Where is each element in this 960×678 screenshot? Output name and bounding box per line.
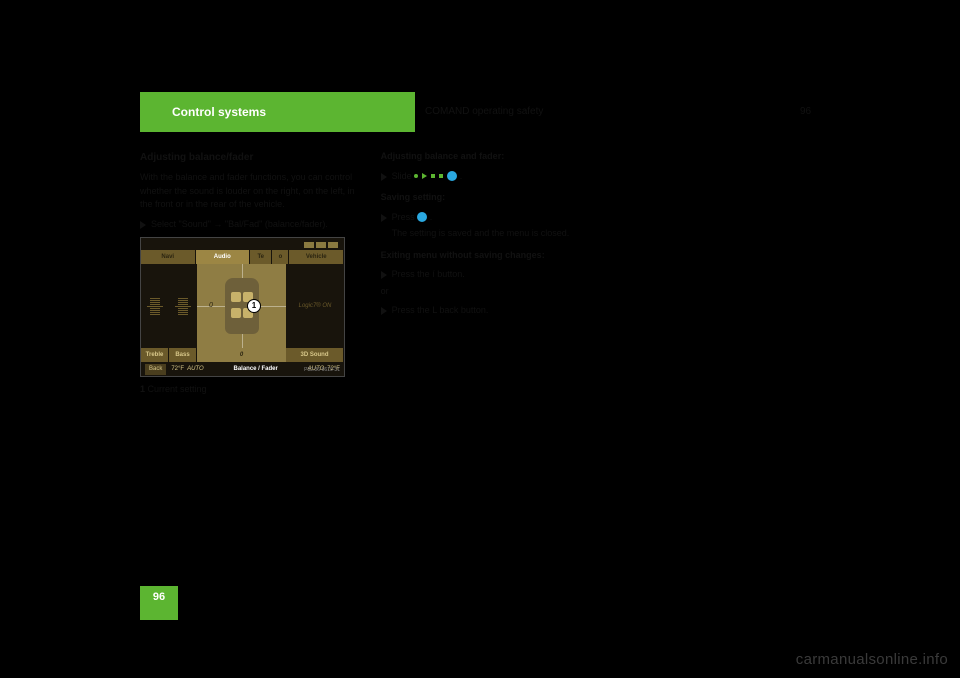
screenshot-tabs: Navi Audio Te o Vehicle — [141, 250, 344, 264]
page-number: 96 — [153, 591, 165, 603]
triangle-bullet-icon — [381, 271, 387, 279]
content-columns: Adjusting balance/fader With the balance… — [140, 150, 840, 403]
screenshot-mid: 0 1 Logic7® ON — [141, 264, 344, 348]
figure-caption: 1 Current setting — [140, 383, 359, 397]
step-item: Select "Sound" → "Bal/Fad" (balance/fade… — [140, 218, 359, 232]
zero-label-left: 0 — [209, 301, 213, 312]
controller-knob-icon — [447, 171, 457, 181]
logic7-label: Logic7® ON — [286, 264, 344, 348]
tab-vehicle: Vehicle — [289, 250, 344, 264]
section-header-bar: Control systems — [140, 92, 415, 132]
caption-text: Current setting — [148, 384, 207, 394]
temp-left: 72°F — [171, 365, 184, 374]
step-item: Slide . — [381, 170, 600, 184]
watermark: carmanualsonline.info — [796, 651, 948, 668]
or-label: or — [381, 285, 600, 299]
caption-number: 1 — [140, 384, 145, 394]
subsection-label: COMAND operating safety — [425, 106, 543, 117]
manual-page: Control systems COMAND operating safety … — [140, 70, 840, 620]
balance-fader-map: 0 1 — [197, 264, 286, 348]
triangle-bullet-icon — [381, 214, 387, 222]
balance-fader-label: Balance / Fader — [233, 365, 277, 374]
btn-3dsound: 3D Sound — [286, 348, 344, 362]
tab-tel: Te — [250, 250, 272, 264]
paragraph: The setting is saved and the menu is clo… — [392, 227, 600, 241]
triangle-bullet-icon — [381, 307, 387, 315]
image-ref: P82.86-6610-31 — [304, 367, 340, 375]
step-text: Slide . — [392, 170, 463, 184]
step-item: Press . — [381, 211, 600, 225]
triangle-bullet-icon — [140, 221, 146, 229]
step-text: Press the í button. — [392, 268, 465, 282]
back-label: Back — [145, 364, 166, 375]
step-text: Press the L back button. — [392, 304, 489, 318]
tab-audio: Audio — [196, 250, 251, 264]
tab-video: o — [272, 250, 289, 264]
step-item: Press the L back button. — [381, 304, 600, 318]
signal-icon — [304, 242, 338, 248]
paragraph: With the balance and fader functions, yo… — [140, 171, 359, 212]
triangle-bullet-icon — [381, 173, 387, 181]
zero-label-bottom: 0 — [197, 348, 286, 362]
heading-balance-fader: Adjusting balance/fader — [140, 150, 359, 165]
page-number-top: 96 — [800, 106, 811, 117]
step-text: Select "Sound" → "Bal/Fad" (balance/fade… — [151, 218, 328, 232]
tab-navi: Navi — [141, 250, 196, 264]
column-1: Adjusting balance/fader With the balance… — [140, 150, 359, 403]
treble-slider — [141, 264, 169, 348]
btn-treble: Treble — [141, 348, 169, 362]
btn-bass: Bass — [169, 348, 197, 362]
controller-slide-icon — [414, 171, 457, 181]
controller-knob-icon — [417, 212, 427, 222]
column-3 — [621, 150, 840, 403]
callout-marker: 1 — [247, 299, 261, 313]
step-item: Press the í button. — [381, 268, 600, 282]
bass-slider — [169, 264, 197, 348]
column-2: Adjusting balance and fader: Slide . Sav… — [381, 150, 600, 403]
step-heading: Adjusting balance and fader: — [381, 150, 600, 164]
page-number-box: 96 — [140, 586, 178, 620]
step-text: Press . — [392, 211, 433, 225]
step-heading: Saving setting: — [381, 191, 600, 205]
comand-screenshot: Navi Audio Te o Vehicle — [140, 237, 345, 377]
screenshot-bottom-row: Treble Bass 0 3D Sound — [141, 348, 344, 362]
auto-left: AUTO — [187, 365, 204, 374]
section-title: Control systems — [172, 105, 266, 119]
step-heading: Exiting menu without saving changes: — [381, 249, 600, 263]
